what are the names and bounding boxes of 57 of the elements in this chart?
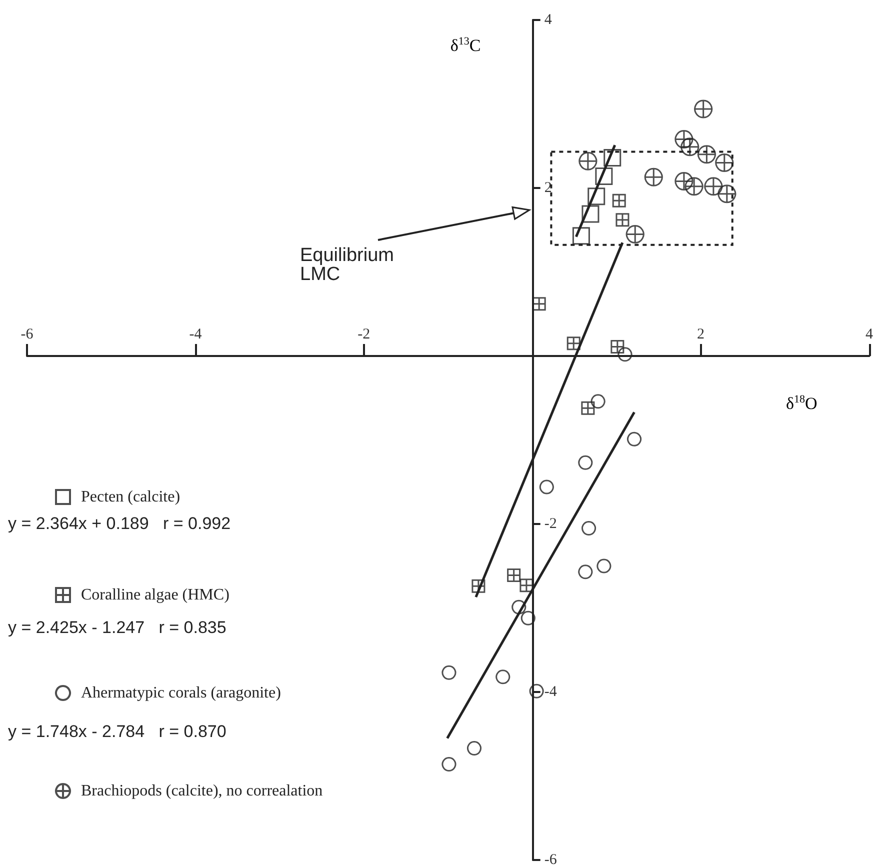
y-tick-label: -4 bbox=[544, 684, 558, 700]
point bbox=[627, 432, 642, 446]
point bbox=[610, 340, 624, 354]
annotation: y = 1.748x - 2.784 r = 0.870 bbox=[8, 722, 226, 741]
point bbox=[718, 184, 736, 204]
y-tick-label: 4 bbox=[544, 12, 552, 28]
point bbox=[466, 741, 482, 756]
point bbox=[578, 152, 598, 170]
point bbox=[442, 665, 456, 680]
point bbox=[578, 564, 593, 580]
point bbox=[520, 578, 534, 592]
point bbox=[595, 167, 613, 185]
point bbox=[596, 558, 612, 574]
point bbox=[507, 568, 521, 582]
point bbox=[582, 520, 596, 536]
legend-label: Brachiopods (calcite), no correalation bbox=[81, 782, 323, 800]
point bbox=[626, 224, 644, 244]
point bbox=[520, 610, 536, 626]
x-tick-label: -6 bbox=[20, 326, 34, 342]
y-tick-label: -6 bbox=[544, 852, 558, 868]
point bbox=[715, 154, 734, 172]
point bbox=[578, 455, 593, 470]
point bbox=[644, 168, 663, 186]
point bbox=[532, 297, 546, 311]
point bbox=[539, 480, 554, 494]
annotation: y = 2.364x + 0.189 r = 0.992 bbox=[8, 514, 231, 533]
point bbox=[472, 579, 486, 593]
y-tick-label: -2 bbox=[544, 516, 557, 532]
annotation: y = 2.425x - 1.247 r = 0.835 bbox=[8, 618, 226, 637]
point bbox=[529, 684, 544, 698]
x-tick-label: -2 bbox=[358, 326, 370, 342]
point bbox=[581, 401, 595, 415]
point bbox=[674, 172, 694, 191]
x-tick-label: 4 bbox=[866, 326, 874, 342]
point bbox=[582, 205, 600, 223]
point bbox=[694, 100, 713, 118]
legend-label: Pecten (calcite) bbox=[81, 488, 180, 506]
x-tick-label: -4 bbox=[189, 326, 202, 342]
y-tick-label: 2 bbox=[544, 180, 552, 196]
point bbox=[590, 394, 606, 409]
point bbox=[616, 213, 630, 227]
point bbox=[442, 756, 456, 772]
point bbox=[704, 177, 723, 196]
point bbox=[512, 600, 526, 614]
annotation: Equilibrium LMC bbox=[300, 245, 394, 285]
legend-label: Coralline algae (HMC) bbox=[81, 586, 230, 604]
point bbox=[566, 336, 580, 350]
point bbox=[618, 347, 632, 362]
point bbox=[697, 145, 716, 164]
point bbox=[572, 227, 590, 245]
point bbox=[684, 177, 704, 196]
point bbox=[496, 670, 510, 684]
point bbox=[604, 149, 622, 167]
point bbox=[588, 188, 606, 206]
point bbox=[612, 194, 626, 208]
legend-label: Ahermatypic corals (aragonite) bbox=[81, 684, 281, 702]
x-tick-label: 2 bbox=[697, 326, 705, 342]
